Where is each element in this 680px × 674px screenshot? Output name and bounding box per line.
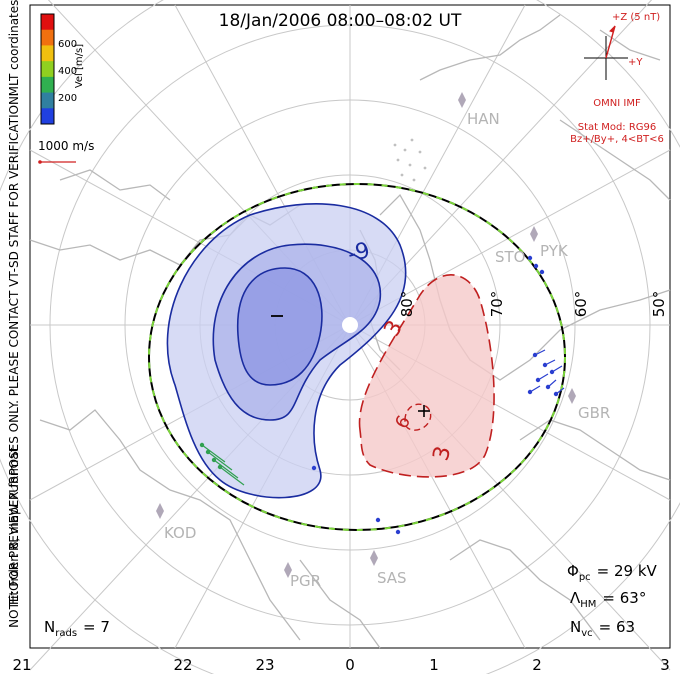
vector-scale: 1000 m/s [38,139,94,164]
colorbar-tick-600: 600 [58,39,77,50]
map-statistics: Φpc = 29 kV ΛHM = 63° Nvc = 63 Nrads = 7 [44,562,658,639]
imf-clock: +Z (5 nT) +Y OMNI IMF Stat Mod: RG96 Bz+… [570,12,664,145]
imf-source-label: OMNI IMF [593,98,641,109]
station-labels: HAN STO PYK GBR KOD PGR SAS [164,110,610,590]
colorbar-cell [41,29,54,46]
phi-subscript: pc [579,572,591,583]
lat-50-label: 50° [650,291,668,318]
dusk-convection-cell [166,203,407,499]
imf-condition-label: Bz+/By+, 4<BT<6 [570,134,664,145]
nvc-symbol: N [570,618,581,636]
imf-plus-z-label: +Z (5 nT) [612,12,660,23]
contour-label-pos3-lower: 3 [429,444,457,464]
stat-model-label: Stat Mod: RG96 [578,122,657,133]
mlt-tick-23: 23 [255,656,274,674]
station-pgr-label: PGR [290,572,321,590]
preview-note: NOTE: FOR PREVIEW PURPOSES ONLY. PLEASE … [7,92,21,628]
nrads-symbol: N [44,618,55,636]
mlt-coordinates-label: MLT coordinates [7,0,21,96]
nrads-subscript: rads [55,628,77,639]
station-sas-label: SAS [377,569,407,587]
colorbar-cell [41,14,54,31]
colorbar-cell [41,108,54,125]
svg-text:Nrads= 7: Nrads = 7 [44,618,110,639]
lambda-subscript: HM [580,599,596,610]
mlt-tick-3: 3 [660,656,670,674]
phi-symbol: Φ [567,562,579,580]
colorbar-tick-400: 400 [58,66,77,77]
station-kod-label: KOD [164,524,196,542]
mlt-tick-22: 22 [173,656,192,674]
colorbar-cell [41,61,54,78]
nvc-subscript: vc [581,628,592,639]
colorbar-label: Vel [m/s] [74,44,85,88]
colorbar-cell [41,76,54,94]
fitorder-label: FitOrder: 8, mapEX format [7,447,21,605]
velocity-colorbar: 600 400 200 Vel [m/s] [40,13,85,125]
lambda-value: = 63° [602,589,646,607]
velocity-vectors [199,138,565,535]
nvc-value: = 63 [599,618,635,636]
vector-scale-label: 1000 m/s [38,139,94,153]
plot-title: 18/Jan/2006 08:00–08:02 UT [219,11,462,31]
dawn-convection-cell [358,274,495,478]
lat-60-label: 60° [572,291,590,318]
imf-plus-y-label: +Y [628,57,643,68]
station-han-label: HAN [467,110,500,128]
svg-text:Nvc= 63: Nvc = 63 [570,618,635,639]
svg-text:ΛHM= 63°: ΛHM = 63° [570,589,646,610]
station-sto-label: STO [495,248,526,266]
mlt-axis: 21 22 23 0 1 2 3 [12,656,669,674]
hm-boundary [148,183,566,531]
lat-70-label: 70° [488,291,506,318]
mlt-tick-21: 21 [12,656,31,674]
latitude-labels: 80° 70° 60° 50° [398,291,668,318]
lambda-symbol: Λ [570,589,581,607]
nrads-value: = 7 [83,618,110,636]
mlt-tick-0: 0 [345,656,355,674]
colorbar-cell [41,92,54,109]
contour-labels: -9 3 6 3 [345,238,456,464]
station-gbr-label: GBR [578,404,610,422]
mlt-tick-2: 2 [532,656,542,674]
colorbar-tick-200: 200 [58,93,77,104]
lat-80-label: 80° [398,291,416,318]
mlt-tick-1: 1 [429,656,439,674]
station-pyk-label: PYK [540,242,569,260]
colorbar-cell [41,45,54,62]
magnetic-pole-marker [342,317,358,333]
phi-value: = 29 kV [597,562,658,580]
svg-text:Φpc= 29 kV: Φpc = 29 kV [567,562,658,583]
radar-station-markers [156,92,576,578]
